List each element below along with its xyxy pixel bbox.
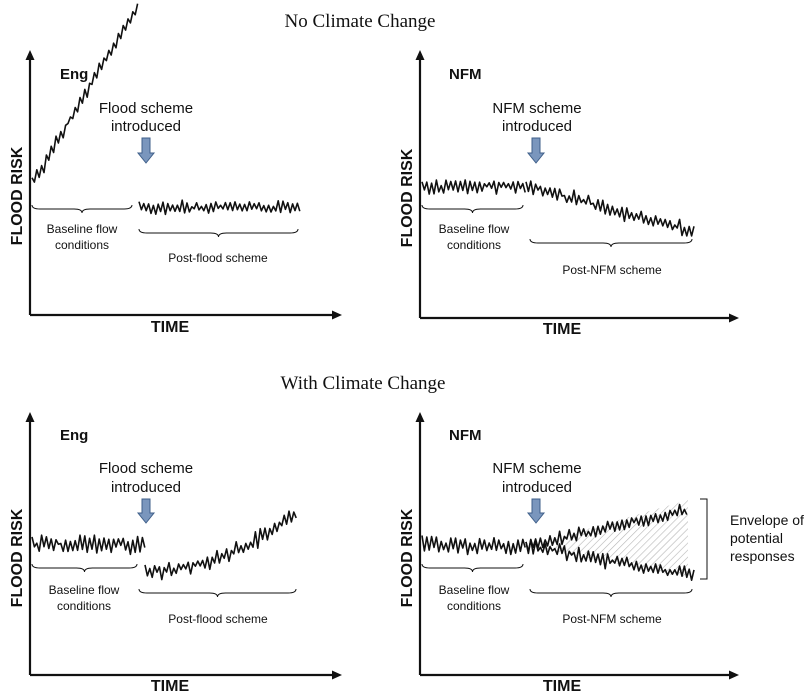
baseline-label-line2: conditions [447,599,501,613]
y-axis-label: FLOOD RISK [399,508,416,607]
y-axis-label: FLOOD RISK [9,146,26,245]
y-axis-arrowhead [25,50,35,60]
scheme-label-line1: NFM scheme [492,460,581,477]
baseline-brace [31,204,133,214]
baseline-label-line1: Baseline flow [439,222,510,236]
baseline-brace [31,563,138,573]
x-axis-arrowhead [332,310,342,320]
flood-risk-trace-post [525,180,695,237]
x-axis-label: TIME [151,319,190,336]
scheme-label-line1: Flood scheme [99,460,193,477]
flood-risk-trace-baseline [421,535,526,556]
baseline-label-line1: Baseline flow [47,222,118,236]
x-axis-arrowhead [729,313,739,323]
y-axis-label: FLOOD RISK [399,148,416,247]
envelope-bracket [700,498,708,580]
post-brace [529,238,693,248]
post-scheme-label: Post-NFM scheme [562,263,662,277]
envelope-label-line3: responses [730,548,795,564]
flood-risk-trace-upper [525,503,688,553]
post-scheme-label: Post-flood scheme [168,612,268,626]
flood-risk-trace-post [138,199,301,216]
x-axis-label: TIME [151,678,190,694]
panel-tag: NFM [449,427,482,444]
y-axis-arrowhead [25,412,35,422]
baseline-label-line1: Baseline flow [49,583,120,597]
baseline-label-line1: Baseline flow [439,583,510,597]
post-brace [138,228,299,238]
scheme-down-arrow [136,498,156,524]
panel-eng-climate: FLOOD RISK TIME Eng Flood scheme introdu… [9,412,342,694]
baseline-label-line2: conditions [57,599,111,613]
scheme-label-line1: NFM scheme [492,100,581,117]
y-axis-arrowhead [415,50,425,60]
baseline-brace [421,563,524,573]
baseline-label-line2: conditions [55,238,109,252]
flood-risk-trace-baseline [31,3,139,183]
baseline-brace [421,204,524,214]
post-brace [529,588,693,598]
flood-risk-trace-baseline [421,179,526,195]
x-axis-arrowhead [332,670,342,680]
panel-eng-no-climate: FLOOD RISK TIME Eng Flood scheme introdu… [9,3,342,336]
envelope-label-line2: potential [730,530,783,546]
flood-risk-trace-baseline [31,534,146,556]
scheme-label-line2: introduced [111,479,181,496]
baseline-label-line2: conditions [447,238,501,252]
scheme-down-arrow [526,498,546,524]
panel-tag: NFM [449,66,482,83]
flood-risk-trace-lower [525,538,695,581]
flood-risk-trace-post [144,510,297,581]
scheme-label-line2: introduced [111,118,181,135]
scheme-down-arrow [136,137,156,164]
response-envelope-hatch [528,500,688,578]
x-axis-label: TIME [543,678,582,694]
panel-nfm-no-climate: FLOOD RISK TIME NFM NFM scheme introduce… [399,50,739,338]
section-title-with-climate-change: With Climate Change [281,373,446,394]
panel-nfm-climate: FLOOD RISK TIME NFM NFM scheme introduce… [399,412,804,694]
y-axis-label: FLOOD RISK [9,508,26,607]
scheme-label-line2: introduced [502,118,572,135]
envelope-label-line1: Envelope of [730,512,804,528]
scheme-down-arrow [526,137,546,164]
post-scheme-label: Post-NFM scheme [562,612,662,626]
panel-tag: Eng [60,66,88,83]
section-title-no-climate-change: No Climate Change [285,11,436,32]
panel-tag: Eng [60,427,88,444]
post-brace [138,588,297,598]
y-axis-arrowhead [415,412,425,422]
scheme-label-line2: introduced [502,479,572,496]
x-axis-arrowhead [729,670,739,680]
scheme-label-line1: Flood scheme [99,100,193,117]
x-axis-label: TIME [543,321,582,338]
post-scheme-label: Post-flood scheme [168,251,268,265]
